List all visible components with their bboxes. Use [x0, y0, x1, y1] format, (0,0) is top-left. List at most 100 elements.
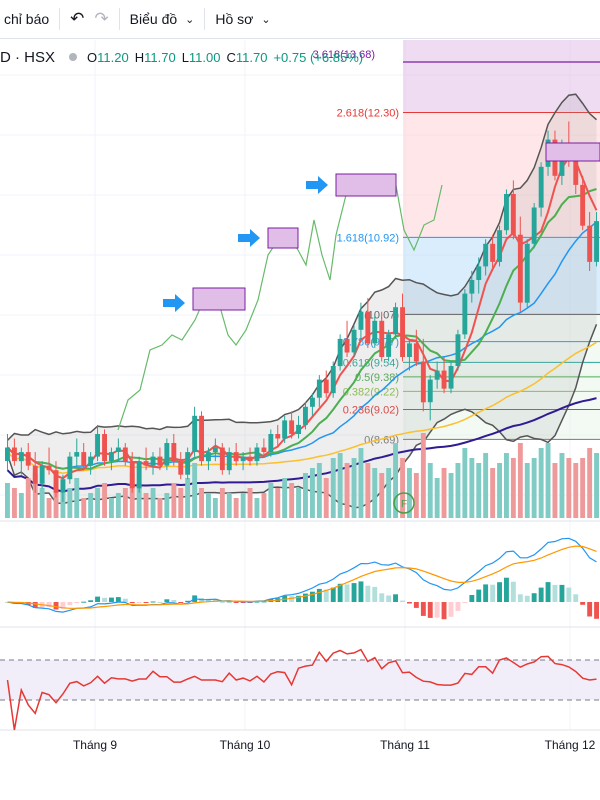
candle-body — [365, 311, 371, 344]
undo-button[interactable]: ↶ ↷ — [60, 0, 119, 38]
candle — [282, 415, 288, 444]
candle-body — [39, 465, 45, 484]
volume-bar — [337, 453, 343, 518]
macd-histogram-bar — [53, 602, 59, 610]
candle-body — [351, 329, 357, 353]
macd-histogram-bar — [136, 602, 142, 603]
macd-histogram-bar — [95, 596, 100, 602]
candle — [469, 270, 475, 303]
volume-bar — [587, 448, 593, 518]
candle — [310, 393, 315, 416]
symbol-legend: D · HSX O 11.20 H 11.70 L 11.00 C 11.70 +0.7… — [0, 44, 363, 70]
volume-bar — [268, 483, 274, 518]
close-label: C — [226, 49, 236, 65]
candle — [330, 361, 336, 398]
volume-bar — [46, 498, 52, 518]
toolbar-divider — [204, 8, 206, 30]
macd-histogram-bar — [448, 602, 454, 617]
candle-body — [46, 465, 52, 471]
indicators-label: chỉ báo — [4, 11, 50, 27]
candle — [400, 293, 405, 362]
volume-bar — [420, 433, 426, 518]
volume-bar — [510, 458, 516, 518]
candle-body — [32, 465, 38, 484]
macd-histogram-bar — [129, 602, 135, 604]
candle-body — [226, 452, 232, 471]
toolbar-divider — [118, 8, 120, 30]
x-axis-label: Tháng 11 — [380, 738, 430, 752]
macd-histogram-bar — [490, 584, 496, 602]
macd-histogram-bar — [171, 600, 177, 602]
macd-histogram-bar — [88, 600, 94, 602]
macd-histogram-bar — [122, 598, 128, 602]
chevron-down-icon: ⌄ — [261, 13, 271, 26]
macd-histogram-bar — [517, 594, 523, 602]
candle — [594, 212, 599, 267]
candle-body — [122, 447, 128, 462]
volume-bar — [67, 488, 73, 518]
candle-body — [469, 280, 475, 294]
volume-bar — [594, 453, 599, 518]
candle — [178, 452, 184, 480]
macd-histogram-bar — [337, 583, 343, 602]
profile-menu-button[interactable]: Hồ sơ ⌄ — [205, 0, 280, 38]
volume-bar — [497, 463, 502, 518]
macd-histogram-bar — [310, 591, 315, 602]
macd-histogram-bar — [524, 595, 530, 602]
macd-histogram-bar — [594, 602, 599, 619]
candle-body — [212, 447, 218, 452]
profile-menu-label: Hồ sơ — [215, 11, 254, 27]
candle-body — [413, 343, 419, 362]
redo-icon[interactable]: ↷ — [94, 9, 109, 28]
rsi-line — [6, 648, 597, 731]
volume-bar — [393, 443, 398, 518]
bollinger-band-fill — [7, 94, 597, 508]
macd-histogram-bar — [497, 582, 502, 602]
indicators-button[interactable]: chỉ báo — [0, 0, 59, 38]
candle — [268, 429, 274, 457]
macd-histogram-bar — [393, 594, 398, 602]
volume-bar — [240, 493, 246, 518]
volume-bar — [226, 493, 232, 518]
candle-body — [192, 415, 198, 452]
macd-histogram-bar — [74, 602, 80, 603]
volume-bar — [476, 463, 482, 518]
candle — [289, 411, 295, 439]
candle-body — [587, 225, 593, 262]
macd-histogram-bar — [81, 601, 87, 603]
candle-body — [115, 447, 121, 452]
macd-histogram-bar — [157, 601, 163, 603]
candle — [143, 447, 149, 471]
candle-body — [386, 334, 392, 357]
candle — [240, 452, 246, 471]
candle — [206, 447, 211, 471]
candle — [102, 429, 107, 466]
candle — [351, 325, 357, 357]
volume-bar — [483, 453, 489, 518]
macd-histogram-bar — [164, 599, 170, 602]
volume-bar — [5, 483, 10, 518]
macd-histogram-bar — [587, 602, 593, 617]
candle — [275, 424, 281, 448]
candle-body — [157, 456, 163, 466]
volume-bar — [282, 478, 288, 518]
symbol-name[interactable]: D · HSX — [0, 48, 56, 66]
candle-body — [129, 461, 135, 489]
status-dot — [69, 53, 78, 61]
candle — [25, 443, 31, 471]
pattern-box — [545, 142, 600, 162]
candle-body — [233, 452, 239, 462]
candle-body — [303, 406, 308, 425]
volume-bar — [427, 463, 433, 518]
candle — [476, 257, 482, 294]
volume-bar — [434, 478, 440, 518]
chart-menu-button[interactable]: Biểu đồ ⌄ — [120, 0, 205, 38]
earnings-marker-icon — [393, 492, 415, 514]
candle-body — [254, 447, 260, 462]
candle-body — [393, 307, 398, 335]
macd-histogram-bar — [344, 584, 350, 602]
candle-body — [573, 157, 579, 185]
macd-histogram-bar — [476, 589, 482, 602]
macd-histogram-bar — [102, 597, 107, 602]
